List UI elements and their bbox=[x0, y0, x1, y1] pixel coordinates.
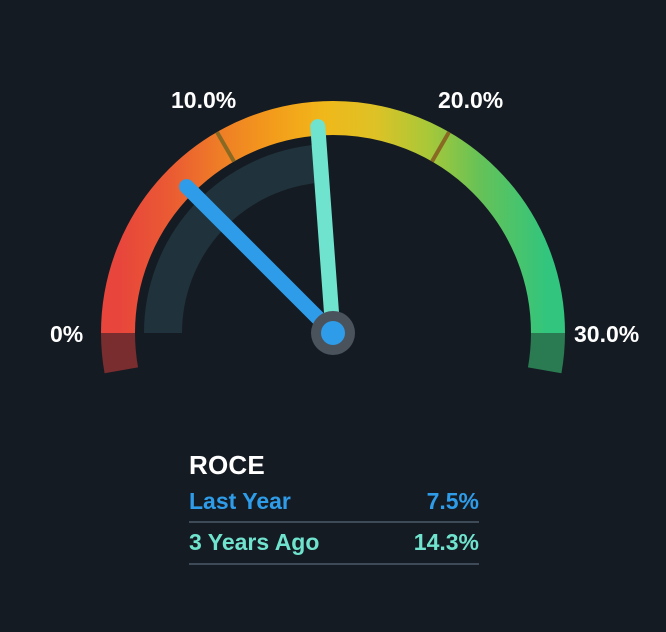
axis-label-0: 0% bbox=[50, 321, 83, 347]
legend-row-last-year: Last Year 7.5% bbox=[189, 488, 479, 524]
legend-label-three-years-ago: 3 Years Ago bbox=[189, 529, 320, 556]
gauge-tick-20 bbox=[430, 131, 451, 163]
legend-row-three-years-ago: 3 Years Ago 14.3% bbox=[189, 529, 479, 565]
legend-label-last-year: Last Year bbox=[189, 488, 291, 514]
axis-label-20: 20.0% bbox=[438, 87, 503, 113]
needle-last-year bbox=[179, 179, 341, 341]
legend-title: ROCE bbox=[189, 450, 265, 480]
gauge-value-arc bbox=[101, 101, 565, 334]
gauge-tail-high bbox=[527, 332, 565, 374]
legend: ROCE Last Year 7.5% 3 Years Ago 14.3% bbox=[189, 452, 479, 571]
gauge-tail-low bbox=[101, 332, 139, 374]
legend-value-three-years-ago: 14.3% bbox=[413, 529, 479, 556]
legend-value-last-year: 7.5% bbox=[426, 488, 479, 514]
axis-label-10: 10.0% bbox=[171, 87, 236, 113]
needle-hub-inner bbox=[321, 321, 345, 345]
axis-label-30: 30.0% bbox=[574, 321, 639, 347]
gauge-tick-10 bbox=[215, 131, 236, 163]
needle-three-years-ago bbox=[310, 119, 341, 341]
